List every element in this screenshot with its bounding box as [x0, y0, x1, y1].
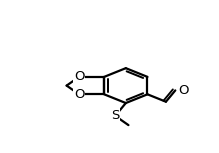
Text: S: S: [111, 109, 119, 122]
Text: O: O: [74, 70, 84, 83]
Text: O: O: [178, 84, 188, 97]
Text: O: O: [74, 88, 84, 101]
